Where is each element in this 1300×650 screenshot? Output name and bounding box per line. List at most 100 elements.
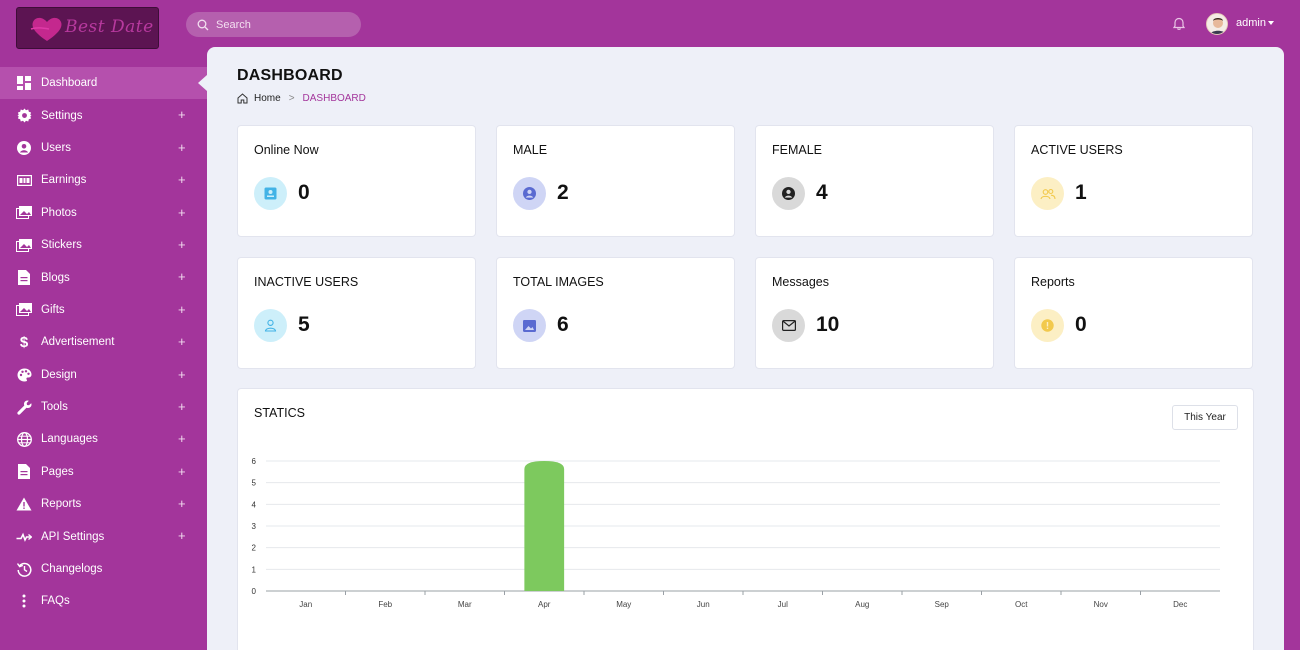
expand-icon[interactable]: + bbox=[178, 366, 186, 382]
user-circle-icon bbox=[513, 177, 546, 210]
chevron-down-icon[interactable] bbox=[1268, 21, 1274, 25]
sidebar-item-label: Earnings bbox=[41, 174, 87, 187]
mail-icon bbox=[772, 309, 805, 342]
expand-icon[interactable]: + bbox=[178, 398, 186, 414]
stat-card-value: 4 bbox=[816, 181, 828, 204]
sidebar-item-photos[interactable]: Photos + bbox=[0, 197, 207, 229]
stat-card-title: TOTAL IMAGES bbox=[513, 275, 604, 289]
contact-card-icon bbox=[254, 177, 287, 210]
x-tick-label: Sep bbox=[935, 600, 950, 609]
brand-logo[interactable]: Best Date bbox=[16, 7, 159, 49]
expand-icon[interactable]: + bbox=[178, 496, 186, 512]
expand-icon[interactable]: + bbox=[178, 463, 186, 479]
home-icon[interactable] bbox=[237, 93, 248, 104]
page-icon bbox=[16, 464, 32, 480]
dashboard-icon bbox=[16, 75, 32, 91]
stat-card-inactive-users: INACTIVE USERS 5 bbox=[237, 257, 476, 369]
avatar-image bbox=[1207, 14, 1227, 34]
main-panel: DASHBOARD Home > DASHBOARD Online Now 0 … bbox=[207, 47, 1284, 650]
expand-icon[interactable]: + bbox=[178, 528, 186, 544]
y-tick-label: 5 bbox=[252, 479, 257, 488]
expand-icon[interactable]: + bbox=[178, 172, 186, 188]
sidebar-item-languages[interactable]: Languages + bbox=[0, 423, 207, 455]
image-icon bbox=[513, 309, 546, 342]
expand-icon[interactable]: + bbox=[178, 269, 186, 285]
sidebar-item-api-settings[interactable]: API Settings + bbox=[0, 520, 207, 552]
sidebar-item-label: Languages bbox=[41, 433, 98, 446]
stat-card-value: 0 bbox=[298, 181, 310, 204]
stat-card-value: 10 bbox=[816, 313, 840, 336]
sidebar-item-settings[interactable]: Settings + bbox=[0, 99, 207, 131]
stat-card-title: Messages bbox=[772, 275, 829, 289]
sidebar-item-users[interactable]: Users + bbox=[0, 132, 207, 164]
expand-icon[interactable]: + bbox=[178, 431, 186, 447]
sidebar-item-stickers[interactable]: Stickers + bbox=[0, 229, 207, 261]
sidebar-item-dashboard[interactable]: Dashboard bbox=[0, 67, 207, 100]
y-tick-label: 2 bbox=[252, 544, 257, 553]
sidebar-item-blogs[interactable]: Blogs + bbox=[0, 261, 207, 293]
breadcrumb-home-link[interactable]: Home bbox=[254, 93, 281, 104]
x-tick-label: Apr bbox=[538, 600, 551, 609]
sidebar-item-label: Reports bbox=[41, 498, 82, 511]
stat-card-title: INACTIVE USERS bbox=[254, 275, 359, 289]
sidebar-item-label: API Settings bbox=[41, 530, 105, 543]
statics-card: STATICS This Year 0 1 2 3 4 5 6 Jan Feb Mar Apr May… bbox=[237, 388, 1254, 650]
stat-card-value: 6 bbox=[557, 313, 569, 336]
alert-circle-icon bbox=[1031, 309, 1064, 342]
sidebar-item-label: Photos bbox=[41, 206, 77, 219]
expand-icon[interactable]: + bbox=[178, 107, 186, 123]
stat-card-title: Online Now bbox=[254, 143, 319, 157]
breadcrumb: Home > DASHBOARD bbox=[237, 93, 366, 104]
sidebar-item-label: Blogs bbox=[41, 271, 70, 284]
sidebar-item-label: FAQs bbox=[41, 595, 70, 608]
sidebar-item-label: Pages bbox=[41, 465, 74, 478]
period-select-button[interactable]: This Year bbox=[1172, 405, 1238, 430]
document-icon bbox=[16, 270, 32, 286]
expand-icon[interactable]: + bbox=[178, 236, 186, 252]
history-icon bbox=[16, 561, 32, 577]
sidebar-item-faqs[interactable]: FAQs bbox=[0, 585, 207, 617]
gift-icon bbox=[16, 302, 32, 318]
breadcrumb-separator: > bbox=[288, 93, 295, 104]
sidebar-item-changelogs[interactable]: Changelogs bbox=[0, 553, 207, 585]
sidebar-item-gifts[interactable]: Gifts + bbox=[0, 294, 207, 326]
user-icon bbox=[254, 309, 287, 342]
y-tick-label: 4 bbox=[252, 500, 257, 509]
sidebar-item-tools[interactable]: Tools + bbox=[0, 391, 207, 423]
expand-icon[interactable]: + bbox=[178, 334, 186, 350]
sidebar-item-label: Gifts bbox=[41, 303, 65, 316]
notification-bell-icon[interactable] bbox=[1172, 16, 1186, 31]
user-circle-icon bbox=[772, 177, 805, 210]
sidebar-item-design[interactable]: Design + bbox=[0, 359, 207, 391]
user-avatar[interactable] bbox=[1206, 13, 1228, 35]
stat-card-total-images: TOTAL IMAGES 6 bbox=[496, 257, 735, 369]
stat-card-title: FEMALE bbox=[772, 143, 823, 157]
y-tick-label: 6 bbox=[252, 457, 257, 466]
search-input[interactable] bbox=[216, 18, 346, 31]
expand-icon[interactable]: + bbox=[178, 301, 186, 317]
breadcrumb-current: DASHBOARD bbox=[302, 93, 366, 104]
sidebar-item-advertisement[interactable]: $ Advertisement + bbox=[0, 326, 207, 358]
sidebar-item-earnings[interactable]: Earnings + bbox=[0, 164, 207, 196]
user-menu-label[interactable]: admin bbox=[1236, 17, 1266, 29]
users-icon bbox=[1031, 177, 1064, 210]
x-tick-label: Mar bbox=[458, 600, 472, 609]
stat-card-title: Reports bbox=[1031, 275, 1075, 289]
sidebar-item-label: Tools bbox=[41, 401, 68, 414]
search-box[interactable] bbox=[186, 12, 361, 37]
x-tick-label: Jan bbox=[299, 600, 312, 609]
stickers-icon bbox=[16, 237, 32, 253]
sidebar-item-label: Settings bbox=[41, 109, 83, 122]
stat-card-online-now: Online Now 0 bbox=[237, 125, 476, 237]
stat-card-messages: Messages 10 bbox=[755, 257, 994, 369]
sidebar-item-label: Advertisement bbox=[41, 336, 115, 349]
sidebar-item-label: Users bbox=[41, 141, 72, 154]
expand-icon[interactable]: + bbox=[178, 139, 186, 155]
stat-card-reports: Reports 0 bbox=[1014, 257, 1253, 369]
sidebar-item-pages[interactable]: Pages + bbox=[0, 456, 207, 488]
stat-card-title: ACTIVE USERS bbox=[1031, 143, 1123, 157]
photos-icon bbox=[16, 205, 32, 221]
sidebar-item-reports[interactable]: Reports + bbox=[0, 488, 207, 520]
x-tick-label: Jul bbox=[778, 600, 788, 609]
expand-icon[interactable]: + bbox=[178, 204, 186, 220]
